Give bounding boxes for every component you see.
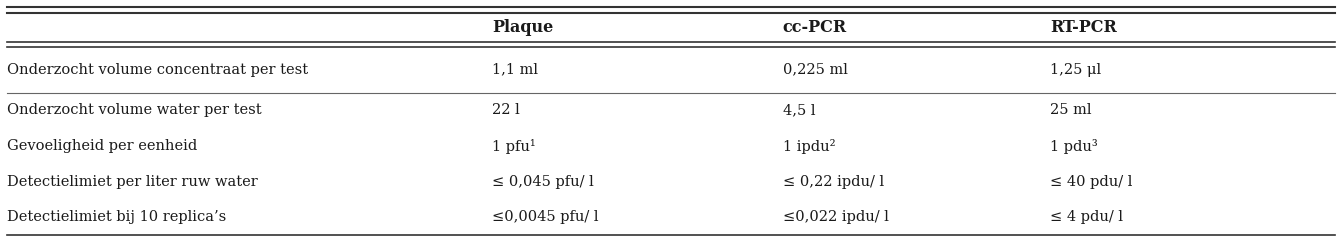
Text: ≤ 0,045 pfu/ l: ≤ 0,045 pfu/ l <box>492 175 594 189</box>
Text: Gevoeligheid per eenheid: Gevoeligheid per eenheid <box>7 139 197 153</box>
Text: Plaque: Plaque <box>492 19 554 36</box>
Text: Onderzocht volume concentraat per test: Onderzocht volume concentraat per test <box>7 63 308 77</box>
Text: 1 pfu¹: 1 pfu¹ <box>492 138 537 154</box>
Text: ≤ 4 pdu/ l: ≤ 4 pdu/ l <box>1050 210 1124 224</box>
Text: 1 ipdu²: 1 ipdu² <box>783 138 835 154</box>
Text: cc-PCR: cc-PCR <box>783 19 847 36</box>
Text: 22 l: 22 l <box>492 103 520 117</box>
Text: Detectielimiet bij 10 replica’s: Detectielimiet bij 10 replica’s <box>7 210 226 224</box>
Text: Onderzocht volume water per test: Onderzocht volume water per test <box>7 103 261 117</box>
Text: 1 pdu³: 1 pdu³ <box>1050 138 1098 154</box>
Text: ≤0,022 ipdu/ l: ≤0,022 ipdu/ l <box>783 210 888 224</box>
Text: 1,1 ml: 1,1 ml <box>492 63 538 77</box>
Text: Detectielimiet per liter ruw water: Detectielimiet per liter ruw water <box>7 175 257 189</box>
Text: 0,225 ml: 0,225 ml <box>783 63 847 77</box>
Text: ≤ 40 pdu/ l: ≤ 40 pdu/ l <box>1050 175 1133 189</box>
Text: ≤ 0,22 ipdu/ l: ≤ 0,22 ipdu/ l <box>783 175 884 189</box>
Text: RT-PCR: RT-PCR <box>1050 19 1117 36</box>
Text: 1,25 μl: 1,25 μl <box>1050 63 1101 77</box>
Text: 4,5 l: 4,5 l <box>783 103 815 117</box>
Text: ≤0,0045 pfu/ l: ≤0,0045 pfu/ l <box>492 210 599 224</box>
Text: 25 ml: 25 ml <box>1050 103 1092 117</box>
